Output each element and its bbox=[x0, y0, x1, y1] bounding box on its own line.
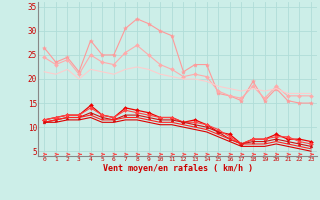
X-axis label: Vent moyen/en rafales ( km/h ): Vent moyen/en rafales ( km/h ) bbox=[103, 164, 252, 173]
